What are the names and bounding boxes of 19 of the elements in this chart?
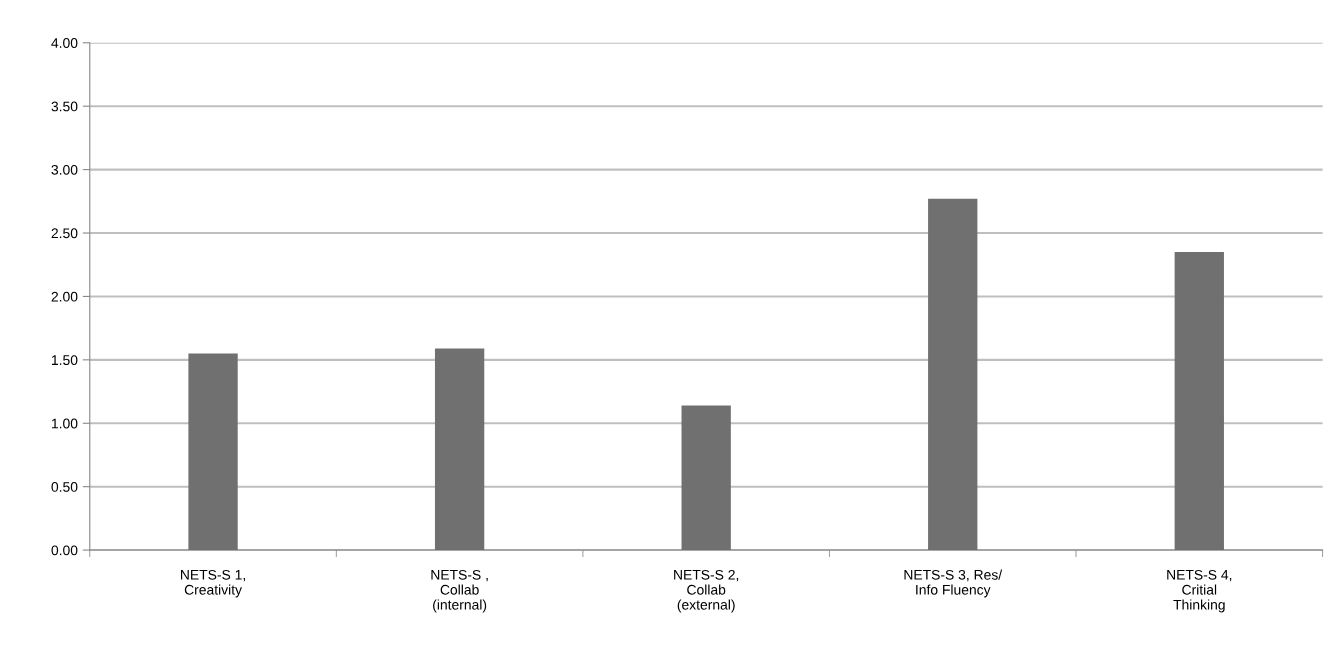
x-tick-label: NETS-S , Collab (internal) xyxy=(431,569,488,613)
y-tick-label: 1.50 xyxy=(52,355,78,366)
bar xyxy=(681,405,731,551)
y-tick-label: 0.50 xyxy=(51,482,78,492)
x-tick-label: NETS-S 2, Collab (external) xyxy=(674,569,739,613)
x-tick-label: NETS-S 1, Creativity xyxy=(181,569,245,598)
bar xyxy=(928,198,978,551)
y-tick-label: 2.50 xyxy=(51,228,78,239)
y-tick-label: 1.00 xyxy=(52,418,78,429)
y-tick-label: 2.00 xyxy=(51,291,78,302)
y-tick-label: 0.00 xyxy=(51,545,78,556)
bar xyxy=(188,353,238,551)
bar xyxy=(1174,252,1224,551)
y-tick-label: 3.00 xyxy=(51,164,78,175)
y-tick-label: 3.50 xyxy=(51,101,78,112)
x-tick-label: NETS-S 4, Critial Thinking xyxy=(1167,569,1232,613)
x-tick-label: NETS-S 3, Res/ Info Fluency xyxy=(904,569,1003,598)
bar xyxy=(434,348,485,551)
y-tick-label: 4.00 xyxy=(51,38,78,48)
